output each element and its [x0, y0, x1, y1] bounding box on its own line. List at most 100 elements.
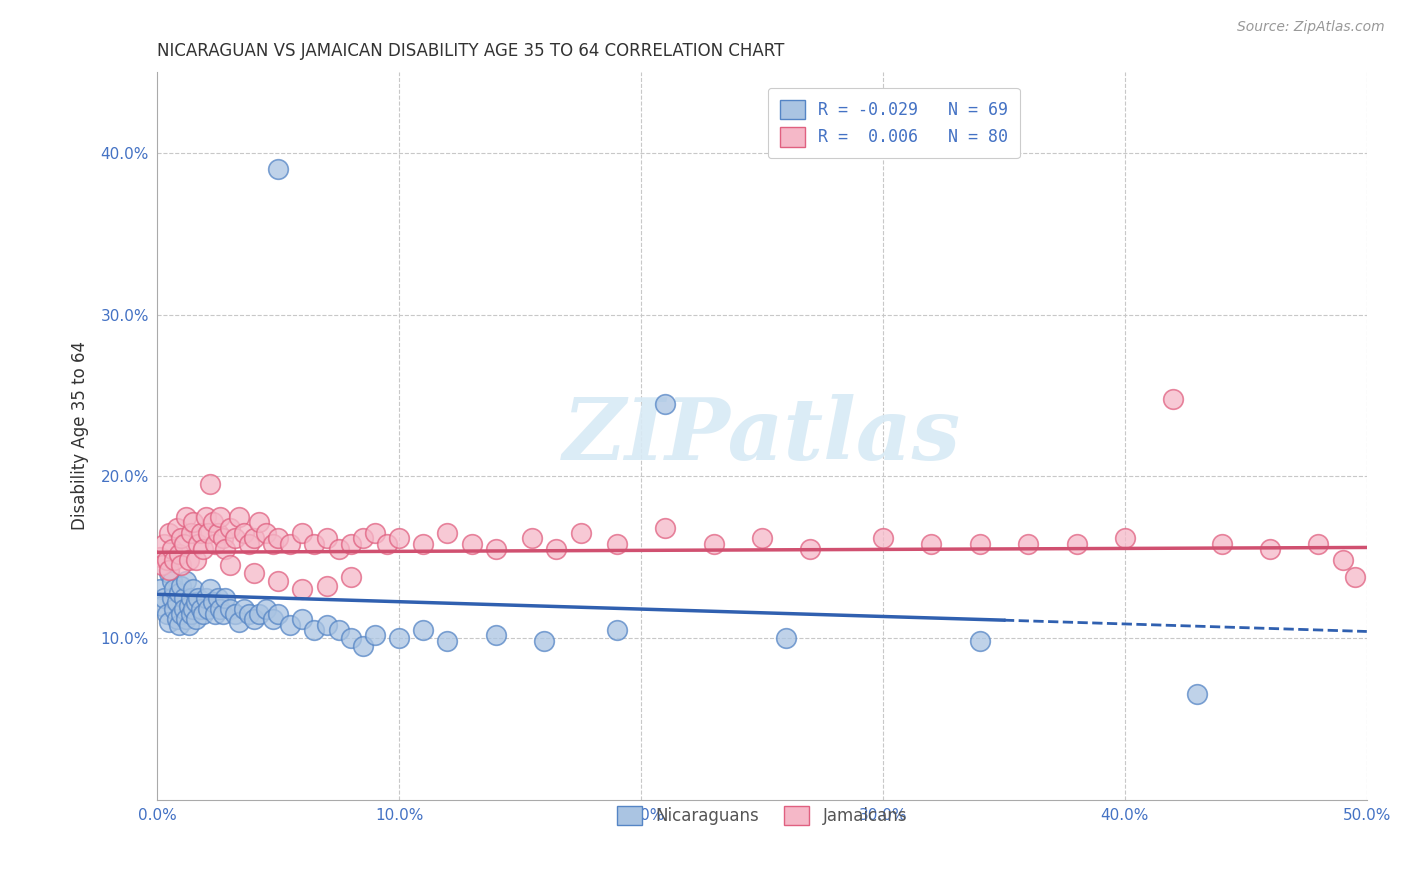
Point	[180, 525, 202, 540]
Point	[224, 531, 246, 545]
Point	[267, 574, 290, 589]
Point	[412, 623, 434, 637]
Point	[173, 591, 195, 605]
Point	[920, 537, 942, 551]
Point	[157, 566, 180, 581]
Point	[352, 639, 374, 653]
Point	[167, 547, 190, 561]
Point	[412, 537, 434, 551]
Point	[177, 553, 200, 567]
Point	[238, 537, 260, 551]
Point	[170, 558, 193, 573]
Point	[375, 537, 398, 551]
Point	[520, 531, 543, 545]
Point	[173, 602, 195, 616]
Point	[388, 531, 411, 545]
Point	[278, 618, 301, 632]
Point	[180, 591, 202, 605]
Point	[328, 623, 350, 637]
Point	[218, 521, 240, 535]
Point	[174, 611, 197, 625]
Point	[201, 515, 224, 529]
Point	[200, 477, 222, 491]
Point	[214, 591, 236, 605]
Point	[254, 525, 277, 540]
Point	[150, 558, 173, 573]
Point	[184, 553, 207, 567]
Point	[211, 531, 233, 545]
Point	[174, 509, 197, 524]
Point	[546, 542, 568, 557]
Point	[238, 607, 260, 621]
Point	[184, 595, 207, 609]
Point	[174, 574, 197, 589]
Point	[218, 602, 240, 616]
Point	[228, 615, 250, 629]
Point	[180, 607, 202, 621]
Point	[204, 607, 226, 621]
Point	[197, 602, 219, 616]
Point	[1066, 537, 1088, 551]
Point	[149, 550, 172, 565]
Point	[243, 531, 266, 545]
Point	[163, 582, 186, 597]
Point	[191, 607, 214, 621]
Point	[209, 509, 232, 524]
Point	[247, 607, 270, 621]
Point	[157, 563, 180, 577]
Point	[153, 537, 176, 551]
Point	[207, 525, 229, 540]
Point	[173, 537, 195, 551]
Point	[278, 537, 301, 551]
Point	[197, 525, 219, 540]
Point	[157, 615, 180, 629]
Point	[1344, 569, 1367, 583]
Point	[267, 607, 290, 621]
Point	[224, 607, 246, 621]
Point	[1308, 537, 1330, 551]
Point	[533, 634, 555, 648]
Point	[315, 579, 337, 593]
Point	[436, 634, 458, 648]
Point	[267, 162, 290, 177]
Point	[194, 509, 217, 524]
Text: ZIPatlas: ZIPatlas	[562, 394, 962, 478]
Point	[775, 631, 797, 645]
Point	[160, 542, 183, 557]
Point	[187, 591, 209, 605]
Point	[211, 607, 233, 621]
Point	[315, 531, 337, 545]
Point	[204, 537, 226, 551]
Point	[485, 628, 508, 642]
Text: NICARAGUAN VS JAMAICAN DISABILITY AGE 35 TO 64 CORRELATION CHART: NICARAGUAN VS JAMAICAN DISABILITY AGE 35…	[157, 42, 785, 60]
Point	[291, 611, 314, 625]
Point	[160, 574, 183, 589]
Point	[163, 553, 186, 567]
Point	[184, 611, 207, 625]
Point	[177, 618, 200, 632]
Point	[339, 631, 361, 645]
Point	[170, 607, 193, 621]
Point	[190, 525, 212, 540]
Point	[969, 634, 991, 648]
Point	[339, 537, 361, 551]
Point	[1211, 537, 1233, 551]
Point	[304, 537, 326, 551]
Point	[207, 591, 229, 605]
Point	[352, 531, 374, 545]
Point	[194, 591, 217, 605]
Point	[1258, 542, 1281, 557]
Point	[872, 531, 894, 545]
Point	[200, 582, 222, 597]
Point	[654, 397, 676, 411]
Point	[1161, 392, 1184, 406]
Point	[654, 521, 676, 535]
Point	[247, 515, 270, 529]
Point	[167, 585, 190, 599]
Point	[209, 602, 232, 616]
Point	[233, 525, 256, 540]
Point	[149, 582, 172, 597]
Point	[201, 595, 224, 609]
Point	[233, 602, 256, 616]
Point	[183, 602, 205, 616]
